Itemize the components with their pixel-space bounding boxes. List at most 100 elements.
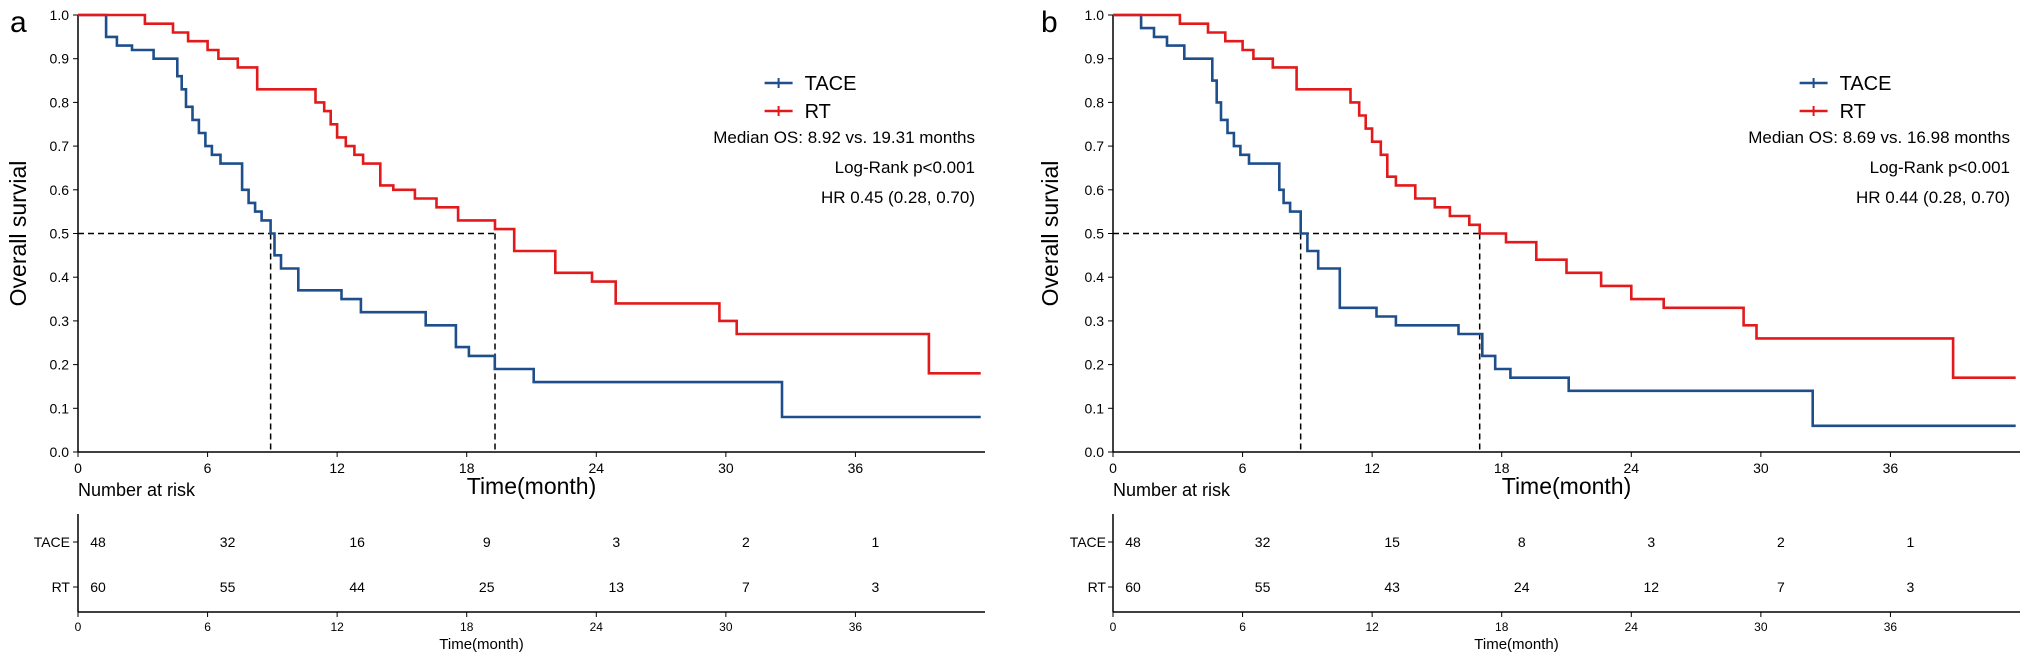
risk-count: 16 (349, 534, 365, 550)
x-tick-label: 6 (204, 460, 212, 476)
x-tick-label: 30 (1753, 460, 1769, 476)
x-tick-label: 24 (1623, 460, 1639, 476)
risk-count: 1 (872, 534, 880, 550)
y-tick-label: 0.3 (1085, 313, 1105, 329)
risk-x-tick-label: 6 (204, 620, 211, 634)
annotation-text: HR 0.44 (0.28, 0.70) (1856, 188, 2010, 207)
risk-count: 8 (1518, 534, 1526, 550)
risk-count: 1 (1907, 534, 1915, 550)
km-curve-tace (1113, 13, 2016, 428)
risk-count: 32 (1255, 534, 1271, 550)
annotation-text: Log-Rank p<0.001 (835, 158, 975, 177)
x-tick-label: 36 (1883, 460, 1899, 476)
y-tick-label: 0.6 (50, 182, 70, 198)
risk-x-tick-label: 24 (590, 620, 604, 634)
x-tick-label: 30 (718, 460, 734, 476)
risk-count: 32 (220, 534, 236, 550)
risk-count: 3 (1647, 534, 1655, 550)
y-tick-label: 0.2 (50, 357, 70, 373)
y-tick-label: 0.8 (50, 94, 70, 110)
legend-label-rt: RT (1840, 101, 1866, 123)
x-tick-label: 6 (1239, 460, 1247, 476)
risk-table-x-title: Time(month) (1474, 636, 1558, 653)
risk-x-tick-label: 0 (1110, 620, 1117, 634)
y-axis-title: Overall survial (5, 161, 31, 307)
panel-letter: a (10, 6, 27, 39)
y-tick-label: 1.0 (1085, 7, 1105, 23)
risk-count: 13 (608, 579, 624, 595)
x-tick-label: 24 (588, 460, 604, 476)
y-tick-label: 0.9 (1085, 51, 1105, 67)
risk-table-title: Number at risk (1113, 480, 1231, 500)
y-tick-label: 0.8 (1085, 94, 1105, 110)
risk-count: 48 (90, 534, 106, 550)
x-axis-title: Time(month) (467, 473, 597, 499)
risk-count: 48 (1125, 534, 1141, 550)
y-axis-title: Overall survial (1037, 161, 1063, 307)
risk-x-tick-label: 36 (1884, 620, 1898, 634)
annotation-text: Median OS: 8.69 vs. 16.98 months (1748, 128, 2010, 147)
risk-row-label-rt: RT (1088, 579, 1107, 595)
risk-count: 2 (742, 534, 750, 550)
y-tick-label: 0.0 (50, 444, 70, 460)
y-tick-label: 0.7 (1085, 138, 1105, 154)
km-curve-rt (78, 13, 981, 375)
y-tick-label: 0.4 (1085, 269, 1105, 285)
risk-count: 44 (349, 579, 365, 595)
risk-x-tick-label: 12 (1365, 620, 1379, 634)
risk-count: 55 (220, 579, 236, 595)
risk-count: 3 (612, 534, 620, 550)
risk-x-tick-label: 18 (460, 620, 474, 634)
risk-x-tick-label: 36 (849, 620, 863, 634)
y-tick-label: 0.9 (50, 51, 70, 67)
legend-label-tace: TACE (1840, 73, 1892, 95)
y-tick-label: 0.6 (1085, 182, 1105, 198)
y-tick-label: 0.1 (50, 400, 70, 416)
x-tick-label: 0 (74, 460, 82, 476)
y-tick-label: 0.5 (50, 226, 70, 242)
x-tick-label: 12 (329, 460, 345, 476)
risk-count: 3 (1907, 579, 1915, 595)
risk-x-tick-label: 12 (330, 620, 344, 634)
x-axis-title: Time(month) (1502, 473, 1632, 499)
risk-count: 2 (1777, 534, 1785, 550)
risk-x-tick-label: 0 (75, 620, 82, 634)
risk-x-tick-label: 30 (1754, 620, 1768, 634)
risk-count: 15 (1384, 534, 1400, 550)
risk-table-x-title: Time(month) (439, 636, 523, 653)
km-curve-tace (78, 13, 981, 419)
risk-table-title: Number at risk (78, 480, 196, 500)
annotation-text: Log-Rank p<0.001 (1870, 158, 2010, 177)
risk-count: 60 (90, 579, 106, 595)
y-tick-label: 0.7 (50, 138, 70, 154)
x-tick-label: 12 (1364, 460, 1380, 476)
x-tick-label: 18 (1494, 460, 1510, 476)
annotation-text: HR 0.45 (0.28, 0.70) (821, 188, 975, 207)
y-tick-label: 0.5 (1085, 226, 1105, 242)
risk-count: 3 (872, 579, 880, 595)
y-tick-label: 0.2 (1085, 357, 1105, 373)
risk-x-tick-label: 6 (1239, 620, 1246, 634)
risk-count: 60 (1125, 579, 1141, 595)
risk-row-label-tace: TACE (34, 534, 70, 550)
panel-letter: b (1041, 6, 1058, 39)
risk-count: 43 (1384, 579, 1400, 595)
y-tick-label: 0.1 (1085, 400, 1105, 416)
panel-a: a0.00.10.20.30.40.50.60.70.80.91.00 6 12 18… (5, 6, 985, 653)
legend-label-tace: TACE (805, 73, 857, 95)
x-tick-label: 36 (848, 460, 864, 476)
km-curve-rt (1113, 13, 2016, 379)
y-tick-label: 0.3 (50, 313, 70, 329)
y-tick-label: 0.4 (50, 269, 70, 285)
risk-count: 7 (742, 579, 750, 595)
x-tick-label: 0 (1109, 460, 1117, 476)
risk-x-tick-label: 24 (1625, 620, 1639, 634)
risk-count: 9 (483, 534, 491, 550)
risk-count: 55 (1255, 579, 1271, 595)
y-tick-label: 0.0 (1085, 444, 1105, 460)
annotation-text: Median OS: 8.92 vs. 19.31 months (713, 128, 975, 147)
y-tick-label: 1.0 (50, 7, 70, 23)
risk-row-label-rt: RT (52, 579, 71, 595)
risk-count: 12 (1643, 579, 1659, 595)
